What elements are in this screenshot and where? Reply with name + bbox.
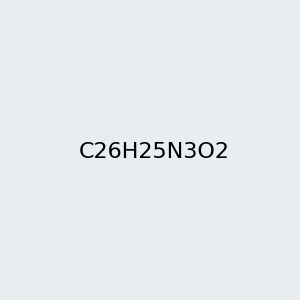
Text: C26H25N3O2: C26H25N3O2 <box>78 142 229 161</box>
